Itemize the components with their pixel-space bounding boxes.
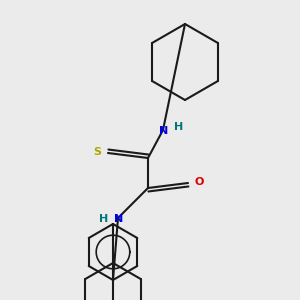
Text: O: O: [194, 177, 204, 187]
Text: H: H: [174, 122, 184, 132]
Text: H: H: [99, 214, 109, 224]
Text: N: N: [114, 214, 124, 224]
Text: S: S: [93, 147, 101, 157]
Text: N: N: [159, 126, 169, 136]
